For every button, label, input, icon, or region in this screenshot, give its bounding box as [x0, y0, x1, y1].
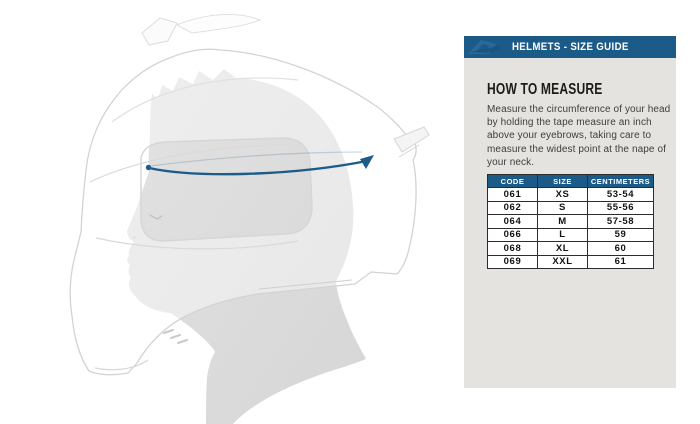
- table-row: 066 L 59: [487, 227, 654, 242]
- helmet-measurement-illustration: [69, 14, 430, 424]
- size-table-header-row: CODE SIZE CENTIMETERS: [487, 174, 654, 188]
- col-header-size: SIZE: [537, 174, 588, 188]
- table-row: 068 XL 60: [487, 241, 654, 256]
- acerbis-logo-icon: [468, 40, 501, 54]
- panel-header: HELMETS - SIZE GUIDE: [464, 36, 676, 58]
- table-row: 061 XS 53-54: [487, 187, 654, 202]
- size-guide-panel: HELMETS - SIZE GUIDE HOW TO MEASURE Meas…: [464, 36, 676, 388]
- helmet-outline: [69, 14, 430, 376]
- chin-vent-slats: [163, 329, 188, 344]
- tape-measure-line: [145, 151, 374, 176]
- size-table: CODE SIZE CENTIMETERS 061 XS 53-54 062 S…: [487, 174, 654, 269]
- table-row: 062 S 55-56: [487, 200, 654, 215]
- how-to-measure-text: Measure the circumference of your head b…: [487, 104, 671, 168]
- table-row: 064 M 57-58: [487, 214, 654, 229]
- top-vent: [141, 17, 178, 46]
- eye-line: [149, 214, 163, 220]
- col-header-centimeters: CENTIMETERS: [587, 174, 654, 188]
- how-to-measure-title: HOW TO MEASURE: [487, 81, 603, 98]
- nostril-dot: [133, 236, 136, 239]
- head-silhouette: [127, 69, 366, 424]
- tape-arrowhead: [360, 155, 374, 169]
- col-header-code: CODE: [487, 174, 538, 188]
- rear-spoiler: [393, 126, 430, 153]
- panel-title: HELMETS - SIZE GUIDE: [511, 41, 629, 53]
- table-row: 069 XXL 61: [487, 254, 654, 269]
